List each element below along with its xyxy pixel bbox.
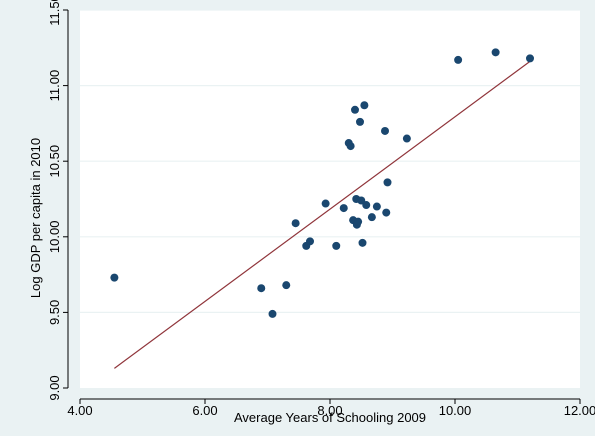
- data-point-1: [257, 284, 266, 293]
- axes: 4.00 6.00 8.00 10.00 12.00 9.00 9.50 10.00 10.50…: [47, 0, 595, 418]
- grid-lines: [80, 9, 580, 313]
- data-point-26: [383, 178, 392, 187]
- data-point-24: [381, 126, 389, 135]
- data-point-9: [339, 204, 348, 213]
- y-tick-label-3: 10.50: [47, 145, 62, 178]
- data-point-0: [110, 273, 119, 282]
- data-point-8: [332, 241, 341, 250]
- y-tick-label-2: 10.00: [47, 221, 62, 254]
- fit-line: [114, 60, 531, 369]
- y-axis-label: Log GDP per capita in 2010: [28, 138, 43, 298]
- data-point-20: [360, 101, 369, 110]
- x-axis-label: Average Years of Schooling 2009: [234, 410, 426, 425]
- data-point-17: [356, 117, 364, 126]
- y-tick-label-5: 11.50: [47, 0, 62, 26]
- data-point-23: [372, 202, 381, 211]
- x-tick-label-2: 8.00: [317, 403, 342, 418]
- data-point-11: [346, 142, 355, 151]
- data-point-27: [402, 134, 411, 143]
- data-point-25: [382, 208, 391, 217]
- data-point-4: [291, 219, 300, 228]
- data-point-16: [354, 217, 363, 226]
- data-point-13: [351, 105, 359, 114]
- x-tick-label-0: 4.00: [67, 403, 92, 418]
- data-point-7: [321, 199, 330, 208]
- data-point-21: [362, 201, 371, 210]
- fit-line-group: [114, 60, 531, 369]
- x-tick-label-1: 6.00: [192, 403, 217, 418]
- data-point-22: [367, 213, 376, 222]
- data-points: [110, 48, 534, 318]
- data-point-28: [454, 55, 463, 64]
- y-tick-label-4: 11.00: [47, 70, 62, 102]
- y-tick-label-1: 9.50: [47, 300, 62, 325]
- x-tick-label-3: 10.00: [439, 403, 472, 418]
- y-tick-label-0: 9.00: [47, 375, 62, 400]
- data-point-30: [526, 54, 534, 63]
- plot-area: [80, 10, 580, 388]
- data-point-29: [491, 48, 500, 57]
- data-point-3: [282, 281, 291, 290]
- data-point-2: [268, 309, 277, 318]
- data-point-19: [358, 238, 367, 247]
- x-tick-label-4: 12.00: [564, 403, 595, 418]
- data-point-6: [306, 237, 314, 246]
